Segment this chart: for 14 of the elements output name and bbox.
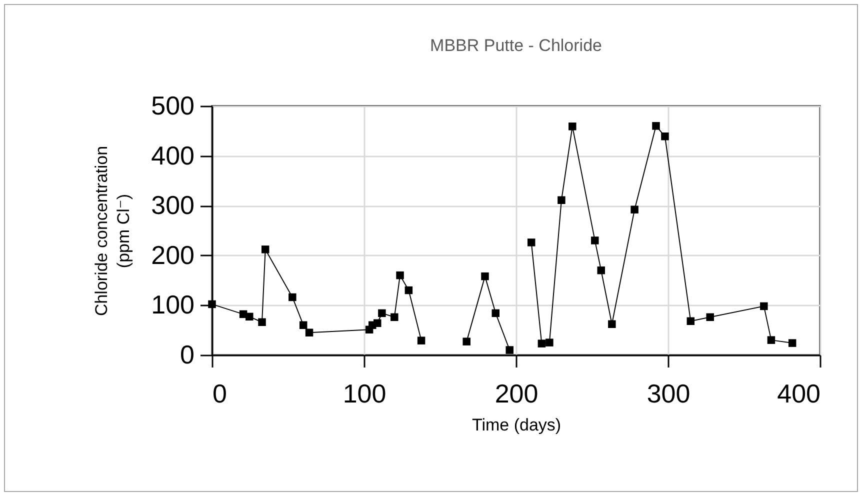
x-axis-title: Time (days) bbox=[472, 416, 562, 434]
y-axis-title: Chloride concentration (ppm Cl⁻) bbox=[92, 146, 134, 316]
y-tick-label: 300 bbox=[151, 190, 194, 220]
y-tick-label: 500 bbox=[151, 90, 194, 120]
x-tick-label: 300 bbox=[646, 378, 690, 408]
x-tick-label: 0 bbox=[212, 378, 227, 408]
x-tick-label: 200 bbox=[494, 378, 538, 408]
x-tick-label: 100 bbox=[342, 378, 386, 408]
y-tick-label: 200 bbox=[151, 240, 194, 270]
y-tick-label: 100 bbox=[151, 290, 194, 320]
y-tick-label: 400 bbox=[151, 140, 194, 170]
chart-title: MBBR Putte - Chloride bbox=[430, 36, 602, 55]
y-tick-label: 0 bbox=[180, 340, 194, 370]
x-tick-label: 400 bbox=[777, 378, 820, 408]
